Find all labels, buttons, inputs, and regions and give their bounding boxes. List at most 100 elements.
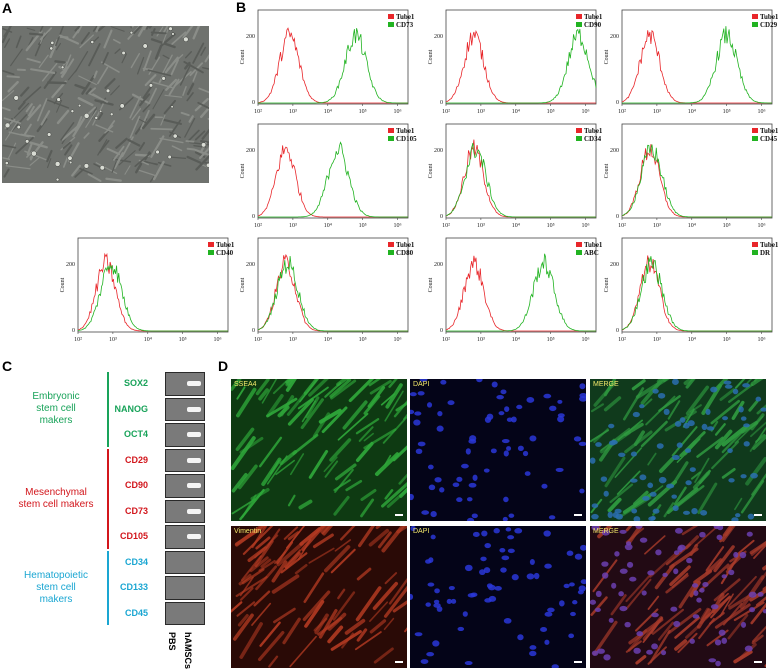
y-tick-label: 200	[610, 262, 619, 268]
x-tick-label: 10⁶	[581, 337, 589, 343]
scale-bar	[754, 514, 762, 516]
band-hamscs	[187, 509, 201, 514]
legend-swatch-marker	[576, 136, 582, 141]
x-tick-label: 10³	[477, 337, 485, 343]
marker-curve	[258, 28, 408, 103]
isotype-curve	[622, 30, 772, 103]
gel-strip-cd73	[165, 500, 205, 524]
fiber-texture	[232, 379, 407, 519]
legend-swatch-isotype	[208, 242, 214, 247]
x-tick-label: 10²	[74, 337, 82, 343]
y-tick-label: 200	[246, 34, 255, 40]
x-tick-label: 10⁴	[512, 337, 520, 343]
legend-swatch-isotype	[752, 242, 758, 247]
x-tick-label: 10⁴	[512, 223, 520, 229]
y-axis-label: Count	[240, 163, 246, 178]
x-tick-label: 10³	[289, 223, 297, 229]
isotype-curve	[446, 31, 596, 103]
gene-label-cd29: CD29	[88, 455, 148, 465]
gel-strip-cd105	[165, 525, 205, 549]
x-tick-label: 10⁶	[757, 109, 765, 115]
marker-curve	[258, 256, 408, 331]
plot-frame	[258, 124, 408, 218]
group-label-line: stem cell	[10, 582, 102, 594]
legend-label: CD73	[396, 21, 414, 29]
x-tick-label: 10⁶	[393, 109, 401, 115]
channel-label: MERGE	[593, 381, 619, 388]
y-tick-label: 0	[440, 214, 443, 220]
legend-label: CD29	[760, 21, 778, 29]
y-axis-label: Count	[604, 277, 610, 292]
legend-swatch-marker	[388, 250, 394, 255]
group-label-line: makers	[10, 415, 102, 427]
x-tick-label: 10⁴	[688, 109, 696, 115]
y-tick-label: 0	[616, 100, 619, 106]
legend-swatch-isotype	[576, 128, 582, 133]
group-label-line: stem cell	[10, 403, 102, 415]
fiber-texture	[591, 379, 766, 518]
x-tick-label: 10⁵	[179, 337, 187, 343]
legend-label: Tube1	[396, 13, 415, 21]
x-tick-label: 10²	[442, 109, 450, 115]
legend-label: Tube1	[396, 127, 415, 135]
x-tick-label: 10⁵	[359, 109, 367, 115]
isotype-curve	[258, 145, 408, 217]
fluorescence-image-dapi: DAPI	[410, 379, 586, 521]
x-tick-label: 10⁴	[144, 337, 152, 343]
marker-curve	[258, 142, 408, 217]
scale-bar	[574, 514, 582, 516]
x-tick-label: 10⁵	[359, 337, 367, 343]
y-tick-label: 0	[252, 214, 255, 220]
band-hamscs	[187, 458, 201, 463]
x-tick-label: 10³	[653, 109, 661, 115]
x-tick-label: 10⁵	[547, 109, 555, 115]
lane-label-pbs: PBS	[167, 632, 177, 651]
group-bracket	[107, 372, 109, 447]
panel-letter-d: D	[218, 358, 228, 374]
x-tick-label: 10⁶	[393, 337, 401, 343]
legend-label: Tube1	[760, 241, 778, 249]
legend-swatch-marker	[576, 22, 582, 27]
marker-curve	[446, 254, 596, 331]
x-tick-label: 10⁶	[213, 337, 221, 343]
y-tick-label: 200	[434, 262, 443, 268]
isotype-curve	[446, 140, 596, 217]
plot-frame	[622, 10, 772, 104]
gene-label-cd105: CD105	[88, 531, 148, 541]
scale-bar	[395, 514, 403, 516]
marker-curve	[622, 26, 772, 103]
gel-strip-nanog	[165, 398, 205, 422]
channel-label: SSEA4	[234, 381, 257, 388]
isotype-curve	[258, 255, 408, 331]
y-axis-label: Count	[428, 277, 434, 292]
x-tick-label: 10²	[254, 337, 262, 343]
y-tick-label: 200	[610, 34, 619, 40]
plot-frame	[78, 238, 228, 332]
y-tick-label: 0	[616, 328, 619, 334]
legend-swatch-isotype	[576, 14, 582, 19]
legend-swatch-isotype	[388, 14, 394, 19]
y-tick-label: 0	[440, 100, 443, 106]
marker-curve	[622, 145, 772, 218]
legend-label: Tube1	[760, 13, 778, 21]
group-bracket	[107, 449, 109, 549]
y-tick-label: 0	[616, 214, 619, 220]
x-tick-label: 10⁴	[324, 223, 332, 229]
y-axis-label: Count	[240, 277, 246, 292]
legend-label: Tube1	[216, 241, 235, 249]
y-tick-label: 200	[66, 262, 75, 268]
marker-curve	[446, 29, 596, 103]
x-tick-label: 10²	[442, 223, 450, 229]
y-axis-label: Count	[428, 49, 434, 64]
legend-label: CD80	[396, 249, 414, 257]
x-tick-label: 10³	[477, 223, 485, 229]
legend-swatch-marker	[752, 136, 758, 141]
plot-frame	[258, 238, 408, 332]
x-tick-label: 10⁵	[723, 109, 731, 115]
